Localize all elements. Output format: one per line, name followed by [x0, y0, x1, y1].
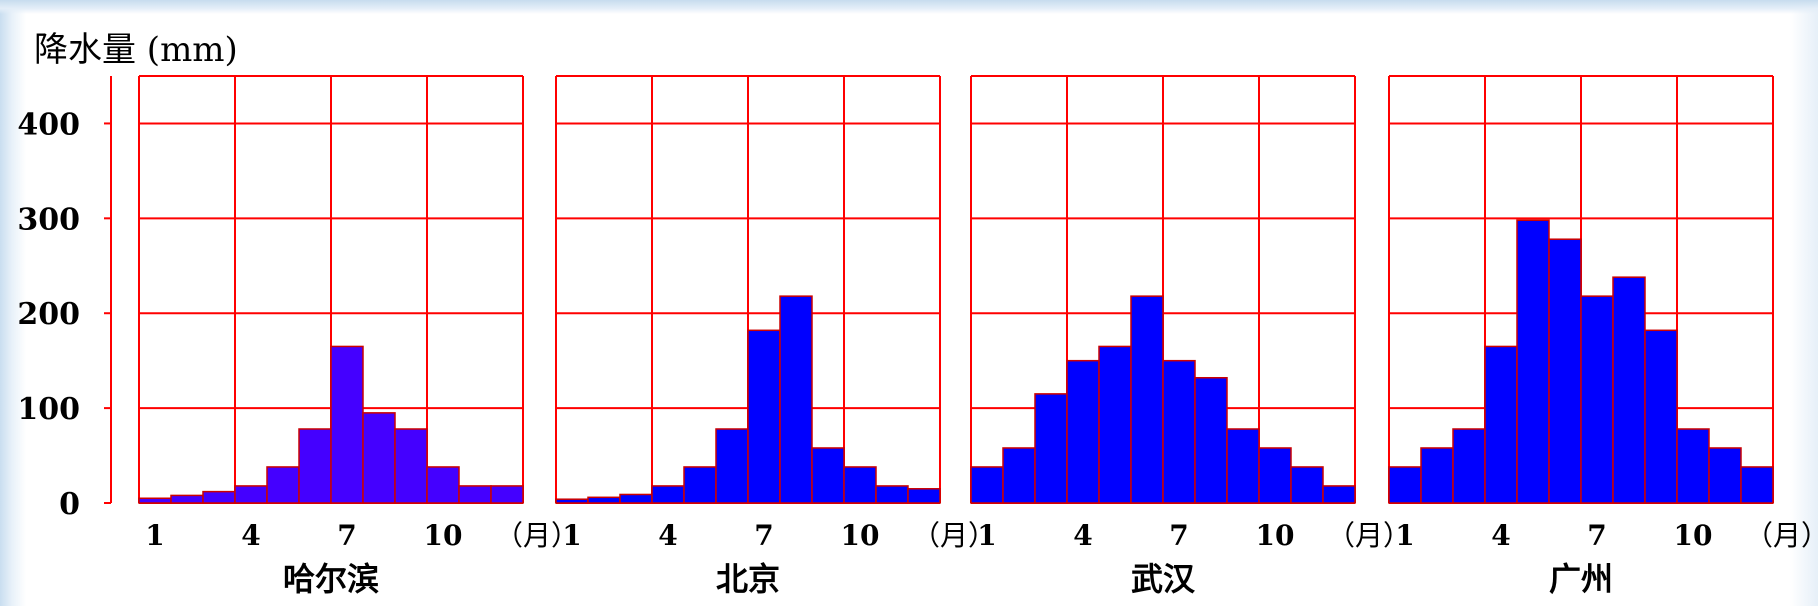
bar-哈尔滨-month-2	[170, 494, 204, 504]
bar-广州-month-3	[1452, 428, 1486, 504]
city-name-武汉: 武汉	[1131, 560, 1196, 598]
bar-哈尔滨-month-3	[202, 490, 236, 504]
x-tick-label: 1	[562, 519, 581, 552]
x-tick-label: 4	[658, 519, 677, 552]
bar-广州-month-11	[1708, 447, 1742, 504]
bar-北京-month-12	[907, 488, 941, 504]
x-tick-label: 7	[337, 519, 356, 552]
bar-北京-month-8	[779, 295, 813, 504]
bar-北京-month-5	[683, 466, 717, 504]
bar-哈尔滨-month-5	[266, 466, 300, 504]
x-unit-label: （月）	[1327, 519, 1411, 552]
city-name-广州: 广州	[1549, 560, 1613, 598]
x-unit-label: （月）	[1745, 519, 1818, 552]
bar-武汉-month-4	[1066, 359, 1100, 504]
x-tick-label: 7	[1587, 519, 1606, 552]
bar-广州-month-10	[1676, 428, 1710, 504]
bar-武汉-month-7	[1162, 359, 1196, 504]
bar-广州-month-6	[1548, 238, 1582, 504]
bar-北京-month-6	[715, 428, 749, 504]
y-tick-label: 100	[17, 392, 80, 427]
bar-武汉-month-8	[1194, 376, 1228, 504]
bar-武汉-month-12	[1322, 485, 1356, 504]
bar-北京-month-2	[587, 496, 621, 504]
x-tick-label: 4	[241, 519, 260, 552]
bar-武汉-month-9	[1226, 428, 1260, 504]
x-tick-label: 1	[1395, 519, 1414, 552]
bar-广州-month-4	[1484, 345, 1518, 504]
x-tick-label: 4	[1073, 519, 1092, 552]
bar-武汉-month-1	[970, 466, 1004, 504]
x-tick-label: 10	[1674, 519, 1713, 552]
bar-武汉-month-10	[1258, 447, 1292, 504]
x-tick-label: 10	[841, 519, 880, 552]
city-name-北京: 北京	[716, 560, 780, 598]
bar-武汉-month-5	[1098, 345, 1132, 504]
x-tick-label: 10	[1256, 519, 1295, 552]
top-gradient-band	[0, 0, 1818, 14]
y-tick-label: 400	[17, 107, 80, 142]
x-unit-label: （月）	[495, 519, 579, 552]
bar-广州-month-8	[1612, 276, 1646, 504]
bar-哈尔滨-month-11	[458, 485, 492, 504]
bar-哈尔滨-month-4	[234, 485, 268, 504]
bar-广州-month-2	[1420, 447, 1454, 504]
bar-北京-month-3	[619, 493, 653, 504]
x-tick-label: 1	[145, 519, 164, 552]
y-tick-label: 300	[17, 202, 80, 237]
y-axis-label: 降水量 (mm)	[34, 30, 238, 70]
bar-哈尔滨-month-9	[394, 428, 428, 504]
bar-哈尔滨-month-6	[298, 428, 332, 504]
bar-广州-month-7	[1580, 295, 1614, 504]
bar-北京-month-9	[811, 447, 845, 504]
x-unit-label: （月）	[912, 519, 996, 552]
bar-哈尔滨-month-7	[330, 345, 364, 504]
x-tick-label: 1	[977, 519, 996, 552]
bar-哈尔滨-month-10	[426, 466, 460, 504]
bar-北京-month-11	[875, 485, 909, 504]
x-tick-label: 7	[754, 519, 773, 552]
x-tick-label: 7	[1169, 519, 1188, 552]
bar-北京-month-7	[747, 329, 781, 504]
y-tick-label: 0	[59, 487, 80, 522]
bar-武汉-month-6	[1130, 295, 1164, 504]
bar-武汉-month-2	[1002, 447, 1036, 504]
city-name-哈尔滨: 哈尔滨	[283, 560, 379, 598]
bar-武汉-month-3	[1034, 393, 1068, 504]
bar-广州-month-12	[1740, 466, 1774, 504]
bar-哈尔滨-month-12	[490, 485, 524, 504]
bar-北京-month-10	[843, 466, 877, 504]
bar-广州-month-5	[1516, 219, 1550, 504]
bar-北京-month-4	[651, 485, 685, 504]
x-tick-label: 4	[1491, 519, 1510, 552]
bar-广州-month-9	[1644, 329, 1678, 504]
x-tick-label: 10	[424, 519, 463, 552]
bar-哈尔滨-month-8	[362, 412, 396, 504]
bar-北京-month-1	[555, 498, 589, 504]
bar-武汉-month-11	[1290, 466, 1324, 504]
y-tick-label: 200	[17, 297, 80, 332]
bar-哈尔滨-month-1	[138, 497, 172, 504]
bar-广州-month-1	[1388, 466, 1422, 504]
